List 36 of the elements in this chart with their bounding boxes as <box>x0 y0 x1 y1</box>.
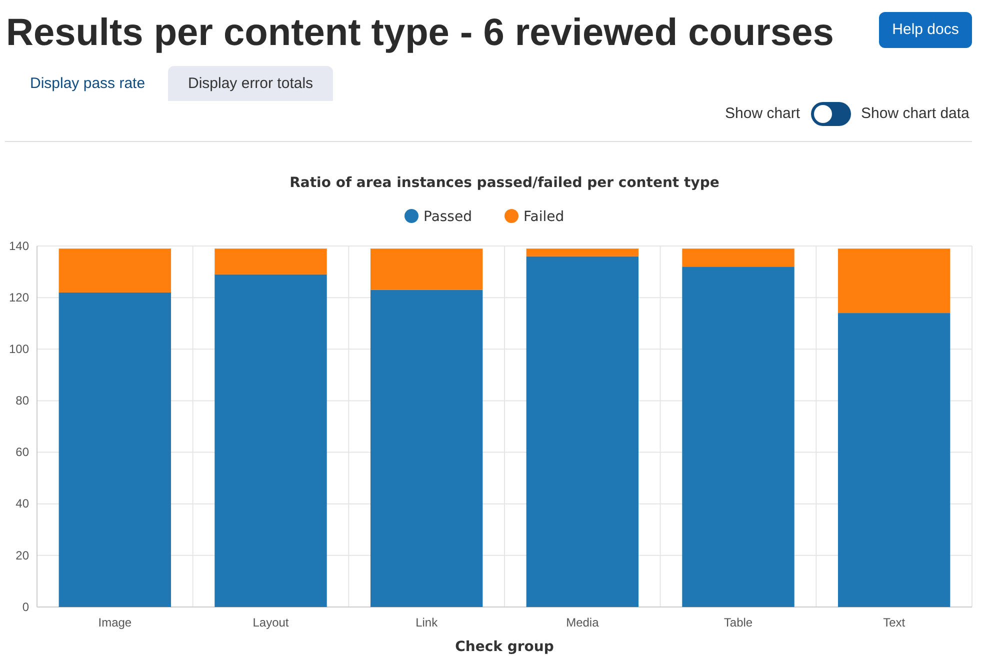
legend-label: Passed <box>424 209 472 225</box>
bar <box>838 313 950 607</box>
text: Display error totals <box>168 66 334 101</box>
text: Display pass rate <box>29 74 146 94</box>
text: Results per content type - 6 reviewed courses <box>6 12 834 55</box>
x-tick-label: Media <box>566 616 600 630</box>
x-tick-label: Image <box>98 616 132 630</box>
x-axis-title: Check group <box>455 639 554 655</box>
x-tick-label: Table <box>724 616 753 630</box>
bar <box>838 248 950 314</box>
y-tick-label: 80 <box>16 394 30 408</box>
bar <box>526 256 639 607</box>
x-tick-label: Text <box>883 616 906 630</box>
bar <box>58 292 172 607</box>
x-tick-label: Link <box>416 616 439 630</box>
x-tick-label: Layout <box>252 616 290 630</box>
bar <box>58 248 172 292</box>
text: Show chart data <box>861 105 970 122</box>
y-tick-label: 40 <box>16 496 30 511</box>
y-tick-label: 100 <box>8 342 30 356</box>
text: Show chart <box>725 105 800 122</box>
bar <box>526 248 639 256</box>
y-tick-label: 120 <box>8 290 30 304</box>
bar <box>214 248 327 274</box>
chart-title: Ratio of area instances passed/failed per content type <box>290 175 720 191</box>
bar <box>682 248 794 267</box>
y-tick-label: 0 <box>22 600 30 614</box>
y-tick-label: 20 <box>16 548 30 562</box>
y-tick-label: 140 <box>8 238 30 253</box>
bar <box>682 266 794 607</box>
bar <box>370 248 483 290</box>
legend-label: Failed <box>524 209 564 225</box>
bar <box>370 290 483 607</box>
bar <box>214 274 327 607</box>
y-tick-label: 60 <box>16 445 30 460</box>
text: Help docs <box>879 12 972 48</box>
